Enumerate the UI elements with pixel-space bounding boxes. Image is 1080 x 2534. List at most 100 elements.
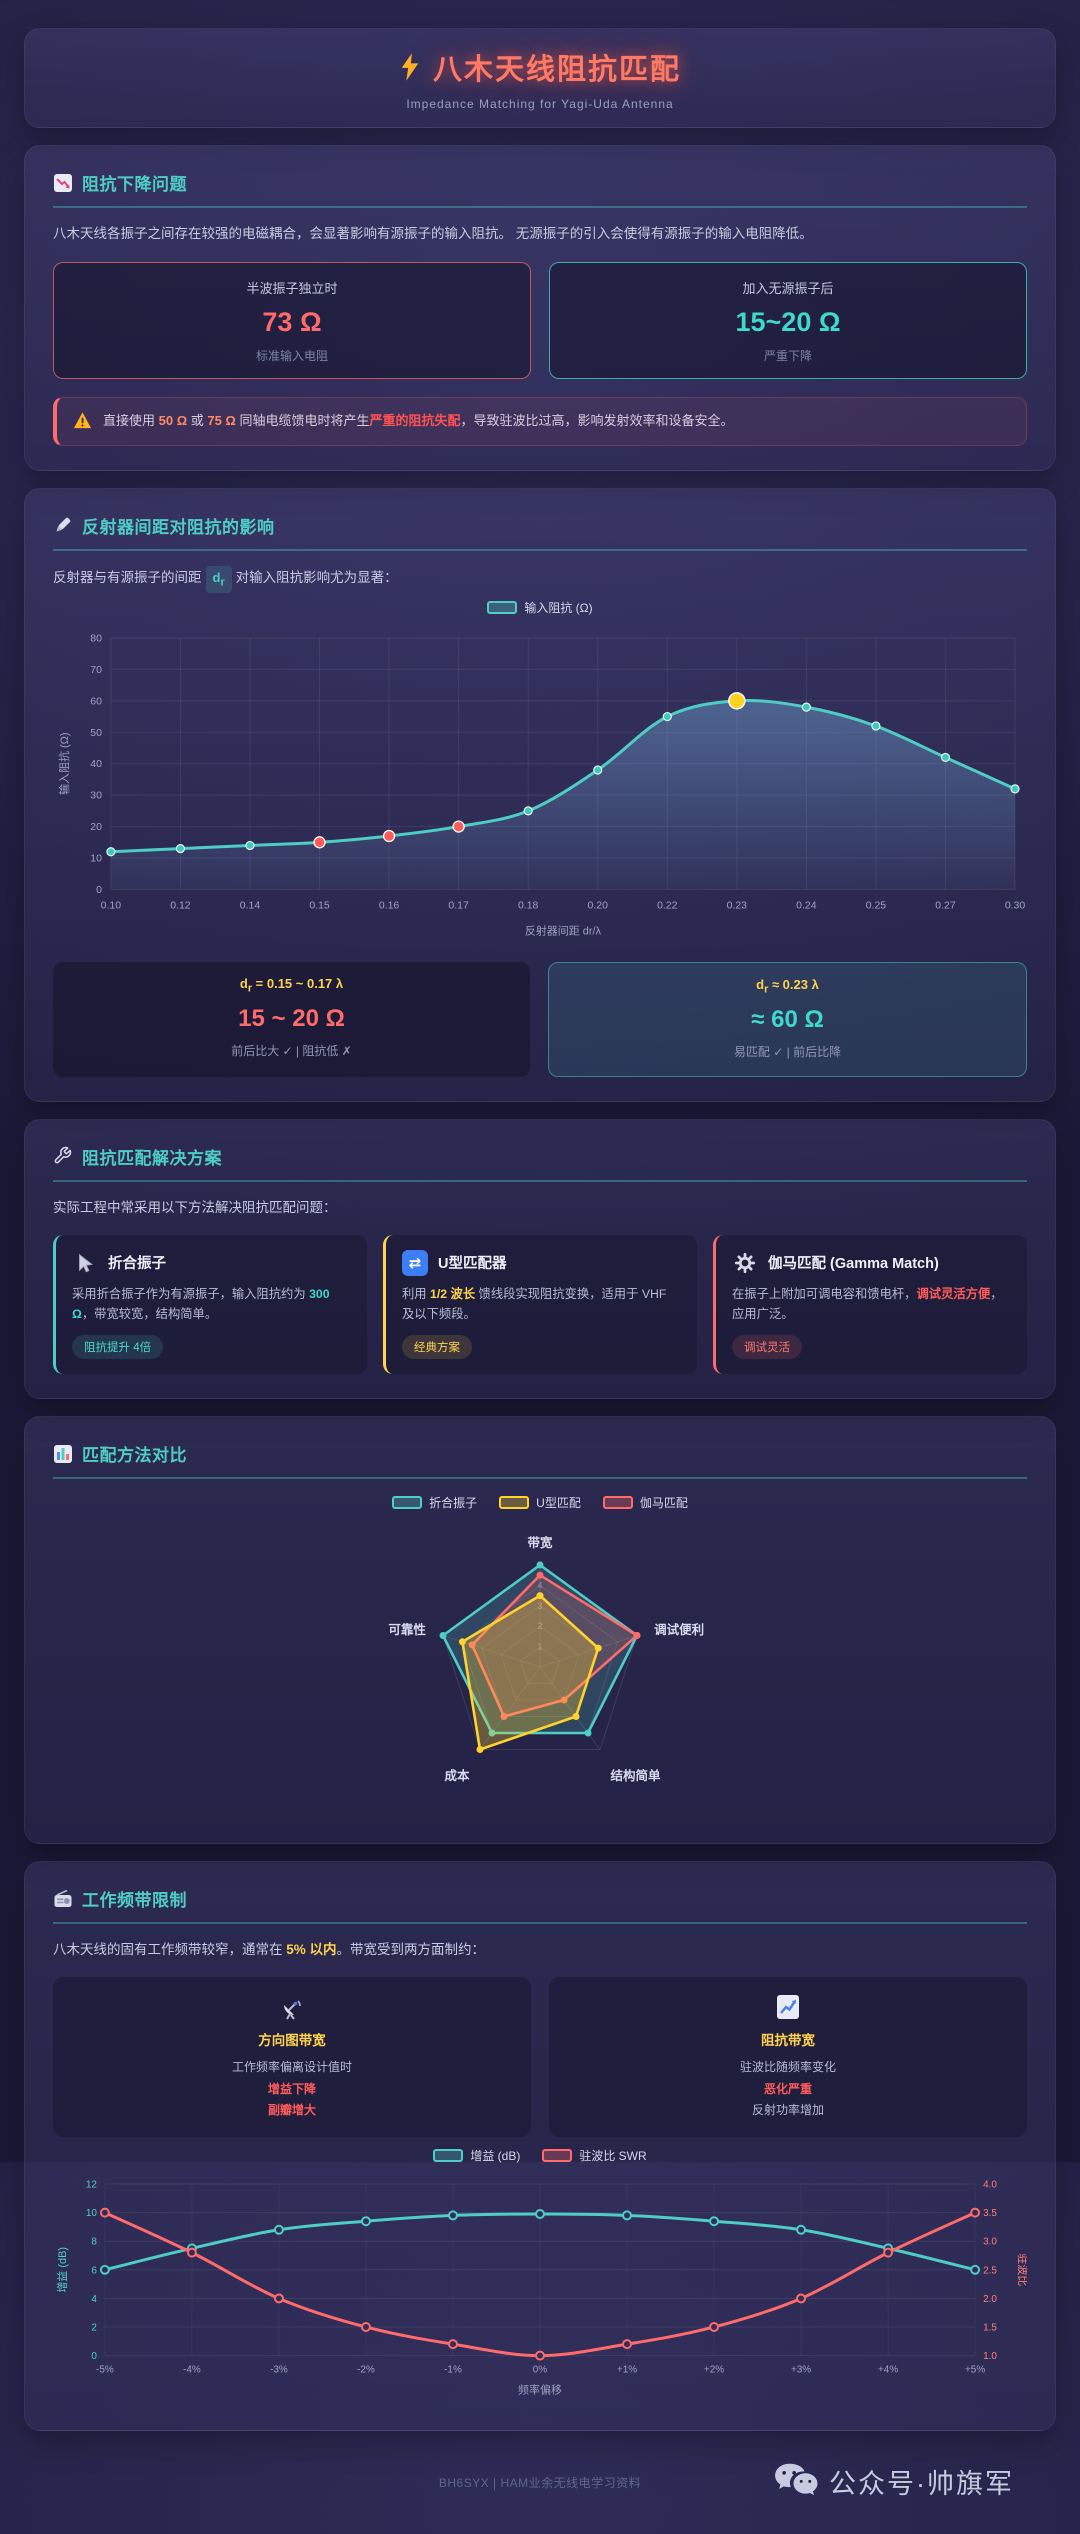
svg-text:10: 10 (86, 2208, 98, 2219)
svg-text:2.5: 2.5 (983, 2265, 997, 2276)
svg-text:70: 70 (90, 665, 102, 676)
chart-increasing-icon (774, 1993, 802, 2023)
method-text: 在振子上附加可调电容和馈电杆，调试灵活方便，应用广泛。 (732, 1286, 1003, 1321)
svg-text:+1%: +1% (617, 2364, 637, 2375)
svg-text:-1%: -1% (444, 2364, 462, 2375)
method-title: 伽马匹配 (Gamma Match) (768, 1256, 939, 1273)
section-intro: 八木天线的固有工作频带较窄，通常在 5% 以内。带宽受到两方面制约： (53, 1942, 486, 1958)
warning-text: 直接使用 50 Ω 或 75 Ω 同轴电缆馈电时将产生严重的阻抗失配，导致驻波比… (103, 412, 734, 428)
svg-text:0.20: 0.20 (588, 900, 609, 911)
loop-arrows-icon: ⇄ (402, 1249, 428, 1276)
svg-text:0.14: 0.14 (240, 900, 261, 911)
method-cards: 折合振子 采用折合振子作为有源振子，输入阻抗约为 300 Ω，带宽较宽，结构简单… (53, 1234, 1027, 1375)
legend-swatch (487, 600, 518, 614)
section-header: 反射器间距对阻抗的影响 (53, 513, 1027, 551)
svg-text:0.30: 0.30 (1005, 900, 1026, 911)
wechat-account-name: 公众号·帅旗军 (829, 2469, 1014, 2500)
method-title: 折合振子 (108, 1256, 166, 1273)
svg-text:-2%: -2% (357, 2364, 375, 2375)
page-title: 八木天线阻抗匹配 (399, 46, 681, 88)
method-title: U型匹配器 (438, 1256, 507, 1273)
warning-banner: 直接使用 50 Ω 或 75 Ω 同轴电缆馈电时将产生严重的阻抗失配，导致驻波比… (53, 396, 1027, 446)
section-intro: 反射器与有源振子的间距 dr 对输入阻抗影响尤为显著： (53, 565, 1027, 593)
method-u-matcher: ⇄ U型匹配器 利用 1/2 波长 馈线段实现阻抗变换，适用于 VHF 及以下频… (383, 1234, 697, 1375)
warning-icon (73, 411, 93, 431)
method-text: 采用折合振子作为有源振子，输入阻抗约为 300 Ω，带宽较宽，结构简单。 (72, 1286, 330, 1321)
svg-text:10: 10 (90, 853, 102, 864)
legend-swatch (542, 2148, 573, 2162)
svg-text:1.5: 1.5 (983, 2322, 997, 2333)
legend-item-impedance[interactable]: 输入阻抗 (Ω) (487, 599, 593, 616)
section-reflector-spacing: 反射器间距对阻抗的影响 反射器与有源振子的间距 dr 对输入阻抗影响尤为显著： 输入… (24, 487, 1056, 1102)
method-badge: 经典方案 (402, 1335, 472, 1360)
bandwidth-chart-legend: 增益 (dB) 驻波比 SWR (53, 2147, 1027, 2164)
svg-text:0.17: 0.17 (448, 900, 469, 911)
svg-text:+2%: +2% (704, 2364, 724, 2375)
bandwidth-line-chart: 0 2 4 6 8 10 12 1.0 1.5 2.0 2.5 3.0 3.5 4.0 -5% -4% -3% -… (53, 2174, 1030, 2407)
stat-with-parasitic: 加入无源振子后 15~20 Ω 严重下降 (549, 261, 1027, 379)
section-impedance-drop: 阻抗下降问题 八木天线各振子之间存在较强的电磁耦合，会显著影响有源振子的输入阻抗… (24, 145, 1056, 471)
section-matching-solutions: 阻抗匹配解决方案 实际工程中常采用以下方法解决阻抗匹配问题： 折合振子 采用折合… (24, 1118, 1056, 1400)
wechat-block: 公众号·帅旗军 (773, 2460, 1014, 2503)
svg-text:6: 6 (91, 2265, 97, 2276)
legend-item-u-match[interactable]: U型匹配 (499, 1494, 581, 1511)
svg-text:反射器间距 dr/λ: 反射器间距 dr/λ (525, 923, 602, 937)
svg-text:0.22: 0.22 (657, 900, 678, 911)
svg-text:0.24: 0.24 (796, 900, 817, 911)
svg-text:0.23: 0.23 (727, 900, 748, 911)
svg-text:0%: 0% (533, 2364, 548, 2375)
section-title: 匹配方法对比 (82, 1446, 187, 1466)
legend-item-swr[interactable]: 驻波比 SWR (542, 2147, 647, 2164)
svg-text:20: 20 (90, 822, 102, 833)
legend-swatch (602, 1496, 633, 1510)
method-folded-dipole: 折合振子 采用折合振子作为有源振子，输入阻抗约为 300 Ω，带宽较宽，结构简单… (53, 1234, 367, 1375)
svg-text:2.0: 2.0 (983, 2294, 997, 2305)
legend-item-gain[interactable]: 增益 (dB) (433, 2147, 520, 2164)
section-bandwidth-limit: 工作频带限制 八木天线的固有工作频带较窄，通常在 5% 以内。带宽受到两方面制约… (24, 1861, 1056, 2432)
svg-text:12: 12 (86, 2179, 98, 2190)
cursor-icon (72, 1250, 98, 1276)
section-intro: 八木天线各振子之间存在较强的电磁耦合，会显著影响有源振子的输入阻抗。 无源振子的… (53, 226, 813, 241)
stat-value: 73 Ω (262, 306, 322, 337)
section-header: 阻抗匹配解决方案 (53, 1144, 1027, 1182)
pencil-icon (53, 515, 73, 535)
section-title: 阻抗下降问题 (82, 175, 187, 194)
svg-text:50: 50 (90, 728, 102, 739)
wechat-icon (773, 2460, 819, 2503)
section-title: 工作频带限制 (82, 1891, 187, 1911)
svg-text:0.27: 0.27 (935, 900, 956, 911)
section-header: 匹配方法对比 (53, 1441, 1027, 1480)
svg-text:4.0: 4.0 (983, 2179, 997, 2190)
impedance-bandwidth-box: 阻抗带宽 驻波比随频率变化 恶化严重 反射功率增加 (549, 1977, 1027, 2137)
svg-text:0.18: 0.18 (518, 900, 539, 911)
svg-text:频率偏移: 频率偏移 (518, 2382, 562, 2396)
section-title: 阻抗匹配解决方案 (82, 1148, 222, 1168)
svg-text:4: 4 (537, 1581, 542, 1591)
svg-text:2: 2 (91, 2322, 97, 2333)
legend-item-gamma-match[interactable]: 伽马匹配 (602, 1494, 688, 1511)
method-badge: 阻抗提升 4倍 (72, 1335, 164, 1360)
svg-text:60: 60 (90, 696, 102, 707)
section-header: 阻抗下降问题 (53, 170, 1027, 208)
svg-text:80: 80 (90, 633, 102, 644)
impedance-line-chart: 0 10 20 30 40 50 60 70 80 0.10 0.12 0.14 0.15 0.16 0.1… (53, 626, 1027, 948)
svg-text:1: 1 (537, 1642, 542, 1652)
chart-decreasing-icon (53, 173, 73, 193)
svg-text:0: 0 (96, 885, 102, 896)
svg-text:30: 30 (90, 790, 102, 801)
legend-swatch (499, 1496, 530, 1510)
method-badge: 调试灵活 (732, 1335, 802, 1360)
svg-text:+4%: +4% (878, 2364, 898, 2375)
section-header: 工作频带限制 (53, 1886, 1027, 1925)
gear-icon (732, 1250, 758, 1276)
svg-text:0.16: 0.16 (379, 900, 400, 911)
stat-value: 15~20 Ω (735, 306, 841, 337)
svg-text:1.0: 1.0 (983, 2351, 997, 2362)
legend-swatch (392, 1496, 423, 1510)
result-optimal-spacing: dr ≈ 0.23 λ ≈ 60 Ω 易匹配 ✓ | 前后比降 (548, 962, 1027, 1077)
stat-row: 半波振子独立时 73 Ω 标准输入电阻 加入无源振子后 15~20 Ω 严重下降 (53, 261, 1027, 379)
svg-text:成本: 成本 (444, 1768, 470, 1783)
legend-item-folded-dipole[interactable]: 折合振子 (392, 1494, 477, 1511)
limit-boxes: 方向图带宽 工作频率偏离设计值时 增益下降 副瓣增大 阻抗带宽 驻波比随频率变化… (53, 1977, 1027, 2137)
